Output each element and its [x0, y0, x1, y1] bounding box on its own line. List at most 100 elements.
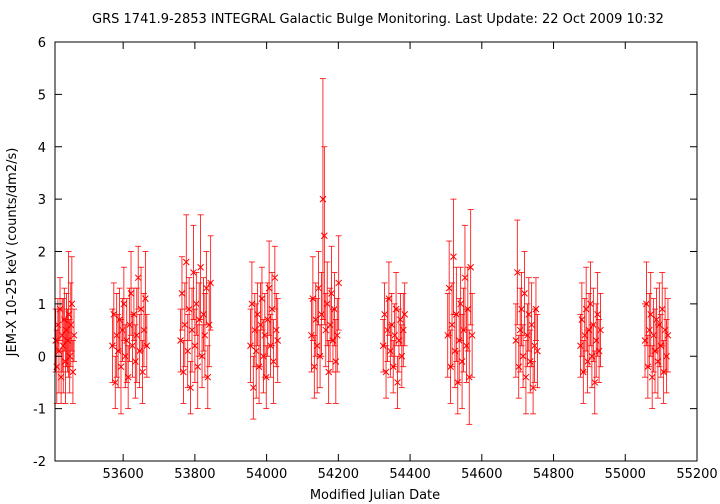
data-point — [140, 292, 148, 368]
data-point — [271, 245, 279, 310]
x-marker — [467, 263, 475, 271]
x-marker — [180, 368, 187, 376]
data-point — [69, 340, 77, 404]
x-marker — [335, 279, 343, 287]
x-marker — [271, 274, 279, 282]
y-tick-label: 0 — [38, 350, 46, 365]
x-marker — [142, 295, 149, 302]
x-marker — [139, 368, 146, 376]
data-point — [331, 272, 338, 347]
x-marker — [645, 326, 653, 334]
data-point — [452, 266, 460, 362]
x-marker — [457, 300, 464, 308]
x-marker — [516, 326, 524, 334]
x-marker — [643, 300, 650, 308]
x-marker — [648, 373, 656, 381]
x-marker — [581, 331, 589, 339]
x-marker — [134, 274, 142, 282]
data-point — [309, 256, 317, 341]
x-marker — [207, 279, 215, 287]
data-point — [384, 298, 391, 362]
plot-axes: -2 -1 0 1 2 3 4 5 6 53600 53800 54000 54200 54400 5460… — [33, 36, 718, 482]
x-marker — [261, 331, 269, 339]
x-marker — [521, 290, 528, 297]
data-point — [274, 298, 282, 383]
x-marker — [588, 352, 596, 360]
data-point — [594, 272, 602, 357]
data-point — [310, 334, 318, 399]
data-point — [335, 235, 343, 331]
x-tick-label: 54400 — [389, 467, 430, 482]
data-point — [577, 313, 584, 378]
data-point — [588, 324, 596, 389]
data-point — [70, 308, 78, 362]
x-marker — [178, 290, 186, 297]
y-tick-label: 6 — [38, 36, 46, 51]
data-point — [264, 282, 272, 357]
data-point — [584, 329, 591, 394]
x-marker — [67, 321, 75, 329]
data-point — [394, 355, 401, 410]
data-point — [120, 266, 128, 341]
x-marker — [326, 321, 334, 329]
data-point — [658, 272, 666, 347]
x-marker — [528, 321, 536, 329]
data-markers — [52, 78, 672, 425]
x-marker — [325, 368, 333, 376]
x-marker — [328, 290, 335, 297]
data-point — [582, 266, 590, 352]
x-marker — [264, 316, 272, 323]
x-marker — [589, 321, 597, 329]
x-marker — [251, 326, 259, 334]
data-point — [192, 272, 200, 336]
x-marker — [181, 321, 189, 329]
x-marker — [577, 342, 584, 350]
data-point — [188, 287, 196, 373]
data-point — [467, 209, 475, 326]
data-point — [265, 240, 273, 336]
data-point — [597, 292, 604, 368]
data-point — [525, 277, 533, 352]
data-point — [401, 282, 409, 347]
data-point — [399, 292, 407, 368]
x-marker — [664, 331, 672, 339]
y-tick-label: 1 — [38, 298, 46, 313]
data-point — [204, 345, 212, 410]
x-marker — [518, 305, 525, 313]
data-point — [318, 272, 325, 357]
data-point — [663, 319, 670, 394]
data-point — [126, 287, 133, 362]
x-marker — [331, 305, 338, 313]
data-point — [270, 319, 277, 404]
data-point — [320, 146, 328, 326]
x-marker — [647, 310, 655, 318]
x-marker — [133, 331, 141, 339]
data-point — [595, 319, 603, 383]
data-point — [461, 224, 469, 331]
x-marker — [658, 305, 666, 313]
data-point — [522, 340, 530, 415]
data-point — [457, 266, 464, 341]
x-marker — [578, 316, 586, 323]
data-point — [578, 282, 586, 357]
x-marker — [69, 368, 77, 376]
data-point — [326, 287, 334, 362]
data-point — [385, 261, 393, 336]
data-point — [661, 287, 669, 373]
x-marker — [381, 310, 388, 318]
data-point — [124, 345, 132, 410]
x-marker — [585, 326, 593, 334]
x-marker — [641, 337, 649, 344]
data-point — [194, 324, 202, 410]
x-marker — [653, 316, 660, 323]
data-point — [650, 298, 657, 373]
x-marker — [461, 274, 469, 282]
data-point — [323, 261, 331, 347]
x-marker — [121, 352, 129, 360]
x-marker — [445, 284, 453, 292]
x-marker — [191, 342, 199, 350]
data-point — [395, 308, 403, 373]
x-marker — [262, 373, 270, 381]
x-tick-label: 54600 — [461, 467, 502, 482]
x-marker — [258, 295, 266, 302]
